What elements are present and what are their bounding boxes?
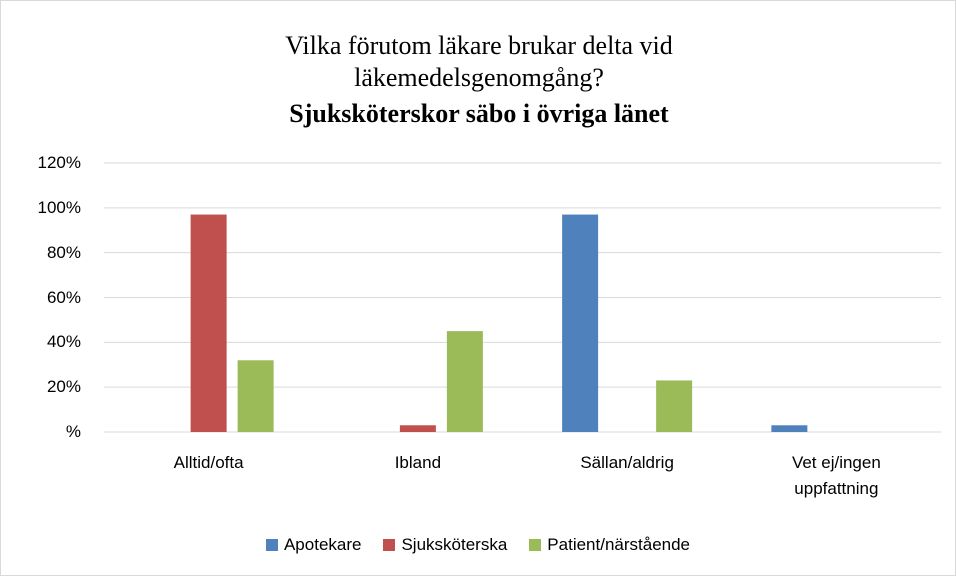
y-tick-label: 120% (37, 153, 81, 172)
bar (656, 380, 693, 432)
chart-title: Vilka förutom läkare brukar delta vid lä… (285, 31, 673, 92)
bar (446, 331, 483, 432)
y-tick-label: 40% (46, 332, 81, 352)
y-tick-label: 20% (46, 377, 81, 397)
x-tick-label: Ibland (394, 453, 442, 472)
bar (237, 360, 274, 432)
legend-item: Sjuksköterska (383, 535, 507, 555)
bar (562, 214, 599, 432)
legend: Apotekare Sjuksköterska Patient/närstående (1, 535, 955, 555)
y-tick-label: 60% (46, 287, 81, 307)
bar (399, 425, 436, 432)
y-tick-label: % (65, 422, 81, 441)
x-tick-label: Alltid/ofta (173, 453, 244, 472)
legend-item: Apotekare (265, 535, 362, 555)
x-tick-label: Vet ej/ingen uppfattning (791, 453, 881, 498)
legend-swatch (383, 539, 396, 551)
legend-swatch (265, 539, 278, 551)
legend-label: Sjuksköterska (401, 535, 508, 554)
x-tick-label: Sällan/aldrig (580, 453, 674, 472)
legend-swatch (529, 539, 542, 551)
chart-subtitle: Sjuksköterskor säbo i övriga länet (289, 99, 669, 128)
legend-item: Patient/närstående (529, 535, 690, 555)
bar (771, 425, 808, 432)
y-tick-label: 80% (46, 242, 81, 262)
legend-label: Patient/närstående (547, 535, 691, 554)
legend-label: Apotekare (283, 535, 362, 554)
y-tick-label: 100% (37, 197, 81, 217)
bar (190, 214, 227, 432)
